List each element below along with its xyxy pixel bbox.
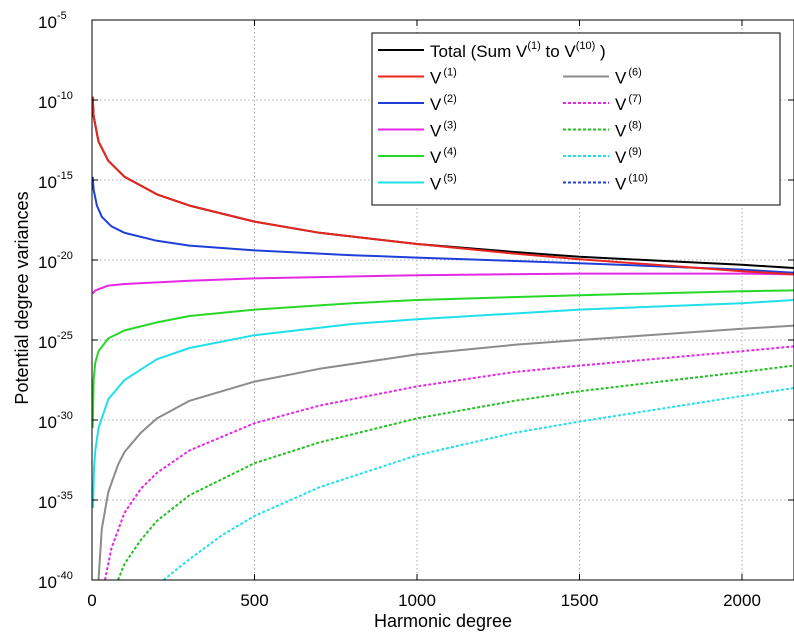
y-tick-label: 10-15 bbox=[38, 170, 73, 192]
x-axis-ticks: 0 500 1000 1500 2000 bbox=[87, 20, 761, 610]
legend-entry: V (2) bbox=[378, 93, 457, 114]
legend-label: V (4) bbox=[430, 146, 457, 167]
data-lines bbox=[91, 96, 794, 581]
legend-entry: V (1) bbox=[378, 67, 457, 88]
legend-entry: V (7) bbox=[563, 93, 642, 114]
x-tick-label: 1500 bbox=[561, 591, 599, 610]
y-tick-label: 10-30 bbox=[38, 410, 73, 432]
series-line-1 bbox=[91, 96, 794, 276]
series-line-5 bbox=[92, 299, 794, 509]
x-tick-label: 0 bbox=[87, 591, 96, 610]
series-line-7 bbox=[104, 345, 794, 581]
series-line-2 bbox=[91, 176, 794, 274]
legend-entry: V (10) bbox=[563, 173, 648, 194]
y-tick-label: 10-40 bbox=[38, 570, 73, 592]
legend-entry: V (8) bbox=[563, 120, 642, 141]
legend-label: V (3) bbox=[430, 120, 457, 141]
series-line-8 bbox=[117, 364, 794, 581]
x-tick-label: 500 bbox=[240, 591, 268, 610]
legend-entry: V (6) bbox=[563, 67, 642, 88]
series-line-4 bbox=[91, 289, 794, 429]
legend-label: V (6) bbox=[615, 67, 642, 88]
legend-label: V (10) bbox=[615, 173, 648, 194]
y-axis-title: Potential degree variances bbox=[12, 191, 32, 404]
legend-label: V (5) bbox=[430, 173, 457, 194]
series-line-3 bbox=[91, 272, 794, 295]
y-tick-label: 10-20 bbox=[38, 250, 73, 272]
y-axis-ticks: 10-5 10-10 10-15 10-20 10-25 10-30 10-35 10-40 bbox=[38, 10, 794, 592]
legend: Total (Sum V(1) to V(10) ) V (1) V (2) V (3) V(… bbox=[371, 32, 781, 206]
y-tick-label: 10-35 bbox=[38, 490, 73, 512]
legend-label: V (7) bbox=[615, 93, 642, 114]
legend-entry: V (3) bbox=[378, 120, 457, 141]
legend-label: V (9) bbox=[615, 146, 642, 167]
legend-entry: V (9) bbox=[563, 146, 642, 167]
x-tick-label: 1000 bbox=[398, 591, 436, 610]
y-tick-label: 10-25 bbox=[38, 330, 73, 352]
legend-box bbox=[371, 32, 781, 206]
x-axis-title: Harmonic degree bbox=[374, 611, 512, 631]
legend-label: V (2) bbox=[430, 93, 457, 114]
plot-frame bbox=[91, 19, 794, 581]
legend-entry: Total (Sum V(1) to V(10) ) bbox=[378, 40, 606, 61]
legend-label: V (8) bbox=[615, 120, 642, 141]
series-line-6 bbox=[97, 324, 794, 581]
legend-label: V (1) bbox=[430, 67, 457, 88]
legend-entry: V (5) bbox=[378, 173, 457, 194]
y-tick-label: 10-5 bbox=[38, 10, 67, 32]
x-tick-label: 2000 bbox=[723, 591, 761, 610]
y-tick-label: 10-10 bbox=[38, 90, 73, 112]
legend-entry: V (4) bbox=[378, 146, 457, 167]
legend-label: Total (Sum V(1) to V(10) ) bbox=[430, 40, 606, 61]
